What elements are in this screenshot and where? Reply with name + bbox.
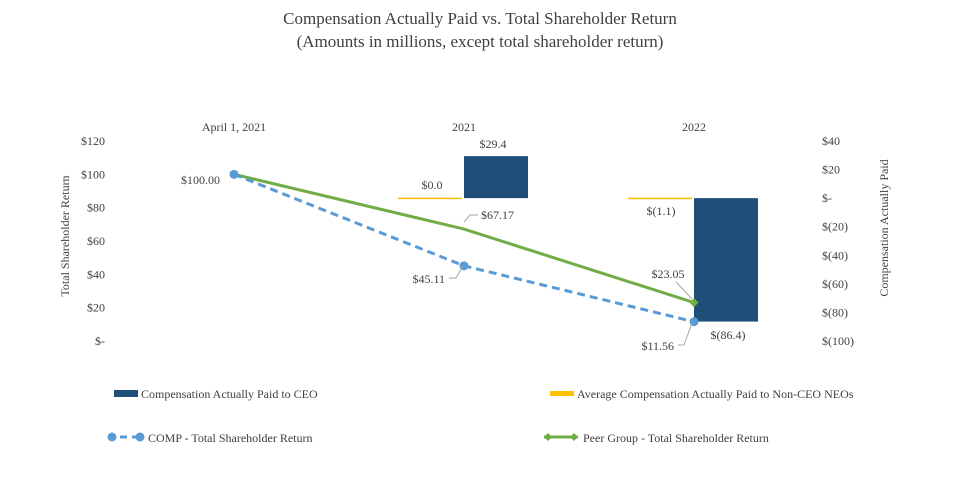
chart-subtitle: (Amounts in millions, except total share…: [297, 32, 664, 51]
legend-swatch-ceo-cap: [114, 390, 138, 397]
chart-title: Compensation Actually Paid vs. Total Sha…: [283, 9, 677, 28]
y-right-tick-40: $40: [822, 134, 840, 148]
y-right-tick-40: $(40): [822, 248, 848, 262]
y-right-tick-100: $(100): [822, 334, 854, 348]
legend-item-ceo-cap[interactable]: Compensation Actually Paid to CEO: [114, 387, 318, 401]
leader-comp-2022: [678, 322, 693, 346]
label-neo-cap-2022: $(1.1): [647, 204, 676, 218]
category-label-april-1-2021: April 1, 2021: [202, 120, 266, 134]
marker-peer-tsr-2022: [689, 298, 699, 308]
leader-peer-2021: [463, 214, 478, 223]
bar-ceo-cap-2022: [694, 198, 758, 322]
bar-ceo-cap-2021: [464, 156, 528, 199]
legend-marker-peer-tsr-2: [570, 433, 578, 441]
y-left-tick-100: $100: [81, 167, 105, 181]
marker-comp-tsr-april-1-2021: [229, 169, 239, 179]
y-right-tick-60: $(60): [822, 277, 848, 291]
legend-label-neo-cap: Average Compensation Actually Paid to No…: [577, 387, 854, 401]
leader-comp-2021: [449, 265, 464, 279]
bar-marks: [398, 156, 758, 322]
category-label-2022: 2022: [682, 120, 706, 134]
y-right-tick-: $-: [822, 191, 832, 205]
y-left-tick-20: $20: [87, 301, 105, 315]
y-right-axis-title: Compensation Actually Paid: [877, 159, 891, 296]
leader-peer-2022: [675, 281, 693, 300]
legend-marker-comp-tsr-2: [135, 432, 145, 442]
y-right-tick-80: $(80): [822, 305, 848, 319]
label-ceo-cap-2021: $29.4: [480, 137, 507, 151]
label-comp-tsr-2021: $45.11: [412, 272, 445, 286]
legend-label-ceo-cap: Compensation Actually Paid to CEO: [141, 387, 318, 401]
y-left-axis-title: Total Shareholder Return: [58, 175, 72, 296]
label-neo-cap-2021: $0.0: [422, 178, 443, 192]
y-right-tick-labels: $(100) $(80) $(60) $(40) $(20) $- $20 $40: [822, 134, 854, 348]
label-ceo-cap-2022: $(86.4): [711, 328, 746, 342]
bar-neo-cap-2021: [398, 197, 462, 200]
legend-label-peer-tsr: Peer Group - Total Shareholder Return: [583, 431, 769, 445]
y-left-tick-: $-: [95, 334, 105, 348]
legend-marker-peer-tsr: [544, 433, 552, 441]
label-peer-tsr-2022: $23.05: [652, 267, 685, 281]
y-left-tick-labels: $- $20 $40 $60 $80 $100 $120: [81, 134, 105, 348]
label-comp-tsr-april-1-2021: $100.00: [181, 173, 220, 187]
label-comp-tsr-2022: $11.56: [641, 339, 674, 353]
legend-item-neo-cap[interactable]: Average Compensation Actually Paid to No…: [550, 387, 854, 401]
legend: Compensation Actually Paid to CEO Averag…: [107, 387, 854, 445]
data-labels: $100.00 $45.11 $11.56 $67.17 $23.05 $29.4 $(86…: [181, 137, 746, 353]
category-label-2021: 2021: [452, 120, 476, 134]
y-right-tick-20: $20: [822, 163, 840, 177]
line-marks: [229, 169, 699, 327]
line-peer-tsr: [233, 172, 695, 305]
legend-marker-comp-tsr: [107, 432, 117, 442]
y-left-tick-120: $120: [81, 134, 105, 148]
bar-neo-cap-2022: [628, 197, 692, 200]
y-left-tick-40: $40: [87, 267, 105, 281]
category-labels: April 1, 2021 2021 2022: [202, 120, 706, 134]
legend-label-comp-tsr: COMP - Total Shareholder Return: [148, 431, 312, 445]
y-right-tick-20: $(20): [822, 220, 848, 234]
y-left-tick-80: $80: [87, 201, 105, 215]
legend-item-comp-tsr[interactable]: COMP - Total Shareholder Return: [107, 431, 313, 445]
legend-item-peer-tsr[interactable]: Peer Group - Total Shareholder Return: [544, 431, 769, 445]
y-left-tick-60: $60: [87, 234, 105, 248]
label-peer-tsr-2021: $67.17: [481, 208, 514, 222]
leader-lines: [449, 214, 693, 346]
legend-swatch-neo-cap: [550, 391, 574, 396]
